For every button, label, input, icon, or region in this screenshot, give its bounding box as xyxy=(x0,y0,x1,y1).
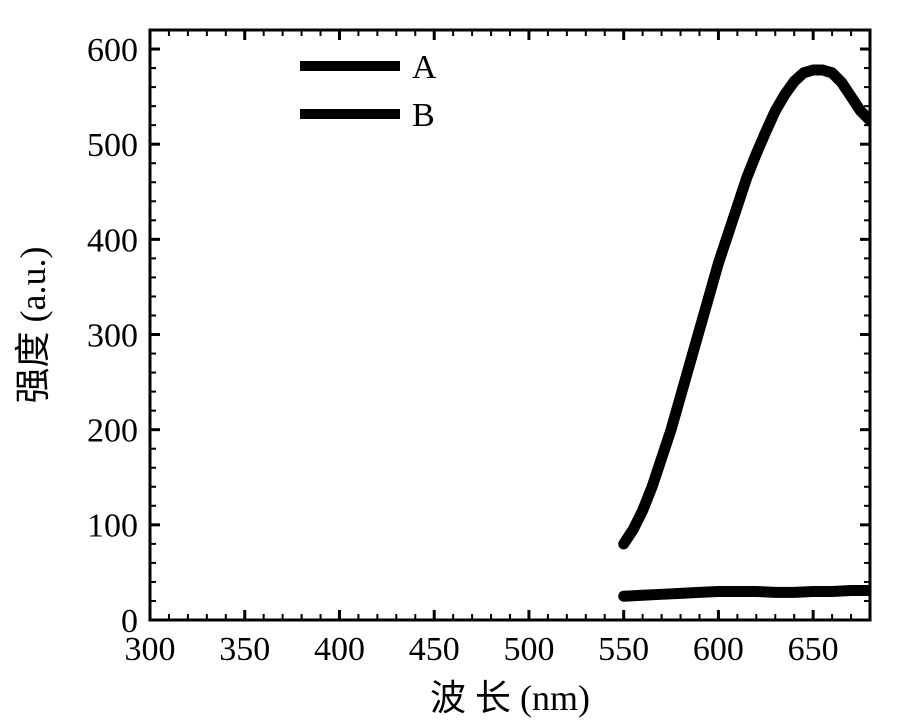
x-tick-label: 350 xyxy=(219,631,270,668)
y-tick-label: 0 xyxy=(121,603,138,640)
line-chart: 3003504004505005506006500100200300400500… xyxy=(0,0,904,728)
x-axis-title: 波 长 (nm) xyxy=(430,678,590,718)
chart-container: 3003504004505005506006500100200300400500… xyxy=(0,0,904,728)
legend-label: A xyxy=(412,49,437,86)
x-tick-label: 550 xyxy=(598,631,649,668)
legend-label: B xyxy=(412,97,435,134)
x-tick-label: 500 xyxy=(503,631,554,668)
x-tick-label: 400 xyxy=(314,631,365,668)
y-tick-label: 200 xyxy=(87,413,138,450)
y-tick-label: 400 xyxy=(87,222,138,259)
y-tick-label: 100 xyxy=(87,508,138,545)
x-tick-label: 450 xyxy=(409,631,460,668)
x-tick-label: 650 xyxy=(788,631,839,668)
x-tick-label: 600 xyxy=(693,631,744,668)
series-line xyxy=(624,591,870,597)
y-tick-label: 500 xyxy=(87,127,138,164)
y-axis-title: 强度 (a.u.) xyxy=(13,247,53,404)
y-tick-label: 300 xyxy=(87,317,138,354)
y-tick-label: 600 xyxy=(87,32,138,69)
